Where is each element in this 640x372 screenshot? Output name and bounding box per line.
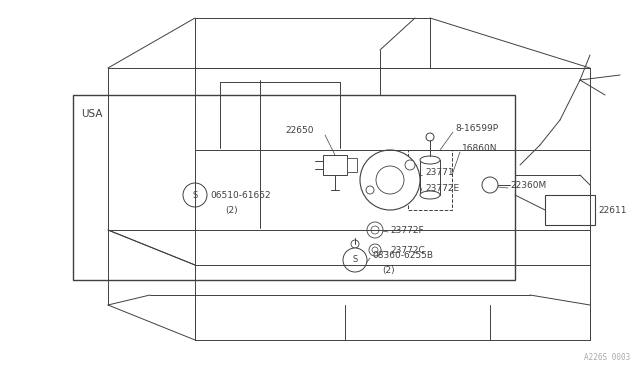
Circle shape bbox=[360, 150, 420, 210]
Text: 22611: 22611 bbox=[598, 205, 627, 215]
Bar bbox=[73, 95, 515, 280]
Text: 22360M: 22360M bbox=[510, 180, 547, 189]
Circle shape bbox=[371, 226, 379, 234]
Text: A226S 0003: A226S 0003 bbox=[584, 353, 630, 362]
Ellipse shape bbox=[420, 191, 440, 199]
Text: 08360-6255B: 08360-6255B bbox=[372, 251, 433, 260]
Text: 23772E: 23772E bbox=[425, 183, 459, 192]
Text: 8-16599P: 8-16599P bbox=[455, 124, 498, 132]
Text: (2): (2) bbox=[382, 266, 395, 275]
Text: S: S bbox=[353, 256, 358, 264]
Circle shape bbox=[426, 133, 434, 141]
Ellipse shape bbox=[420, 156, 440, 164]
Bar bbox=[420, 160, 440, 195]
Text: (2): (2) bbox=[225, 205, 237, 215]
Circle shape bbox=[405, 160, 415, 170]
Text: USA: USA bbox=[81, 109, 102, 119]
Circle shape bbox=[372, 247, 378, 253]
Bar bbox=[323, 155, 347, 175]
Circle shape bbox=[351, 240, 359, 248]
Text: 06510-61652: 06510-61652 bbox=[210, 190, 271, 199]
Bar bbox=[347, 158, 357, 172]
Circle shape bbox=[343, 248, 367, 272]
Circle shape bbox=[183, 183, 207, 207]
Text: 16860N: 16860N bbox=[462, 144, 497, 153]
Circle shape bbox=[367, 222, 383, 238]
Text: S: S bbox=[193, 190, 198, 199]
Circle shape bbox=[482, 177, 498, 193]
Bar bbox=[545, 195, 595, 225]
Bar bbox=[408, 150, 452, 210]
Text: 23772C: 23772C bbox=[390, 246, 425, 254]
Circle shape bbox=[376, 166, 404, 194]
Text: 23772F: 23772F bbox=[390, 225, 424, 234]
Text: 22650: 22650 bbox=[285, 125, 314, 135]
Text: 23771: 23771 bbox=[425, 167, 454, 176]
Circle shape bbox=[369, 244, 381, 256]
Circle shape bbox=[366, 186, 374, 194]
